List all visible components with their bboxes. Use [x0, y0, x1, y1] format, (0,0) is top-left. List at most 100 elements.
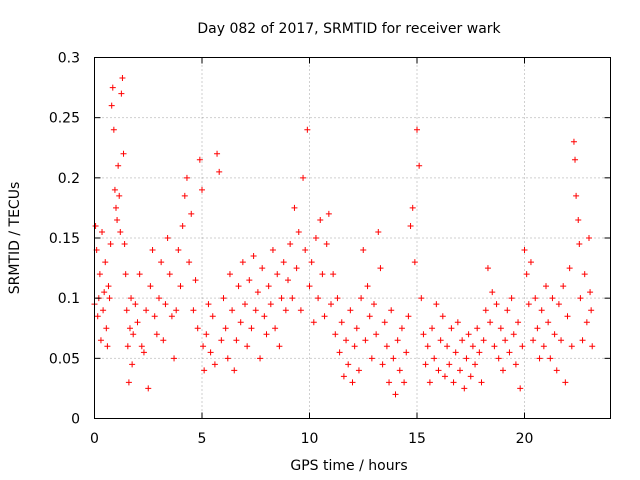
data-point — [124, 343, 131, 350]
data-point — [226, 271, 233, 278]
data-point — [512, 361, 519, 368]
data-point — [407, 222, 414, 229]
data-point — [239, 259, 246, 266]
data-point — [497, 325, 504, 332]
data-point — [233, 337, 240, 344]
data-point — [489, 289, 496, 296]
data-point — [377, 265, 384, 272]
y-axis-label: SRMTID / TECUs — [7, 182, 23, 295]
data-point — [379, 361, 386, 368]
y-tick-label: 0.1 — [58, 291, 80, 307]
data-point — [96, 271, 103, 278]
data-point — [433, 301, 440, 308]
data-point — [151, 313, 158, 320]
data-point — [99, 228, 106, 235]
data-point — [500, 367, 506, 374]
data-point — [156, 295, 162, 302]
data-point — [319, 271, 326, 278]
data-point — [534, 325, 541, 332]
data-point — [194, 325, 201, 332]
data-point — [555, 301, 562, 308]
data-point — [480, 337, 487, 344]
data-point — [136, 271, 143, 278]
data-point — [540, 343, 547, 350]
data-point — [190, 307, 197, 314]
data-point — [521, 247, 528, 254]
data-point — [504, 307, 511, 314]
data-point — [265, 283, 272, 290]
data-point — [179, 222, 186, 229]
data-point — [97, 337, 104, 344]
data-point — [349, 379, 356, 386]
data-point — [103, 325, 110, 332]
data-point — [121, 241, 128, 248]
data-point — [495, 355, 502, 362]
data-points — [91, 74, 596, 398]
data-point — [545, 319, 552, 326]
data-point — [129, 361, 136, 368]
data-point — [123, 307, 130, 314]
data-point — [366, 313, 373, 320]
data-point — [444, 343, 451, 350]
data-point — [244, 343, 251, 350]
y-tick-label: 0.2 — [58, 171, 80, 187]
data-point — [143, 307, 150, 314]
x-tick-label: 5 — [198, 431, 207, 447]
axis-ticks — [94, 57, 611, 419]
data-point — [108, 102, 115, 109]
data-point — [100, 307, 107, 314]
data-point — [173, 307, 180, 314]
data-point — [282, 307, 289, 314]
data-point — [106, 295, 113, 302]
data-point — [209, 313, 216, 320]
data-point — [484, 265, 491, 272]
data-point — [114, 216, 121, 223]
data-point — [547, 355, 554, 362]
data-point — [105, 283, 112, 290]
data-point — [164, 235, 171, 241]
data-point — [467, 373, 474, 380]
data-point — [147, 283, 154, 290]
x-tick-label: 0 — [90, 431, 99, 447]
data-point — [576, 241, 583, 248]
y-tick-label: 0.05 — [49, 351, 80, 367]
data-point — [437, 337, 444, 344]
data-point — [510, 331, 517, 338]
data-point — [368, 355, 375, 362]
data-point — [405, 313, 412, 320]
data-point — [330, 271, 337, 278]
data-point — [246, 277, 253, 284]
data-point — [508, 295, 515, 302]
data-point — [527, 259, 534, 266]
data-point — [158, 259, 165, 266]
data-point — [532, 295, 539, 302]
data-point — [362, 337, 369, 344]
data-point — [297, 307, 304, 314]
data-point — [257, 355, 264, 362]
data-point — [568, 343, 575, 350]
data-point — [128, 295, 135, 302]
data-point — [211, 361, 218, 368]
data-point — [153, 331, 160, 338]
data-point — [113, 204, 119, 211]
data-point — [476, 349, 483, 356]
data-point — [92, 222, 99, 229]
data-point — [295, 228, 302, 235]
data-point — [118, 90, 125, 97]
data-point — [543, 283, 549, 290]
data-point — [588, 307, 595, 314]
data-point — [138, 343, 145, 350]
data-point — [332, 331, 339, 338]
plot-frame — [94, 57, 611, 419]
data-point — [315, 295, 322, 302]
y-tick-labels: 0 0.05 0.1 0.15 0.2 0.25 0.3 — [49, 51, 80, 428]
data-point — [457, 367, 463, 374]
data-point — [196, 156, 203, 163]
data-point — [345, 361, 352, 368]
data-point — [454, 319, 461, 326]
data-point — [431, 355, 438, 362]
data-point — [220, 295, 227, 302]
data-point — [396, 367, 403, 374]
data-point — [364, 283, 371, 290]
data-point — [538, 307, 545, 314]
